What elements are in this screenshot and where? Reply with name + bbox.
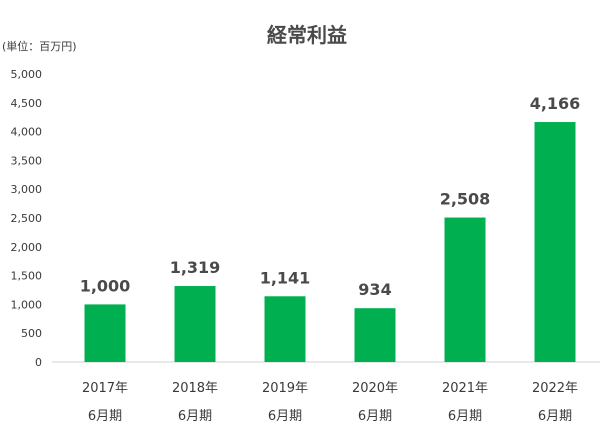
x-tick-label: 6月期 [538,409,572,424]
y-tick-label: 1,000 [11,298,43,311]
data-label: 4,166 [530,94,581,113]
bar [534,122,576,363]
x-tick-label: 6月期 [448,409,482,424]
data-label: 1,319 [170,258,221,277]
y-tick-label: 2,500 [11,212,43,225]
unit-label: (単位：百万円) [2,39,77,53]
x-tick-label: 2018年 [172,381,218,396]
y-tick-label: 0 [35,356,42,369]
y-tick-label: 5,000 [11,68,43,81]
x-tick-label: 2021年 [442,381,488,396]
y-tick-label: 500 [21,327,42,340]
x-axis: 2017年 6月期 2018年 6月期 2019年 6月期 2020年 6月期 2021年 6月期… [82,381,578,424]
bar [174,286,216,362]
bar [354,308,396,362]
bar [84,304,126,362]
bar [444,217,486,362]
x-tick-label: 2020年 [352,381,398,396]
bar [264,296,306,362]
data-label: 934 [358,280,391,299]
y-tick-label: 4,000 [11,126,43,139]
plot-area: 1,000 1,319 1,141 934 2,508 4,166 [52,94,600,363]
x-tick-label: 6月期 [178,409,212,424]
y-tick-label: 3,500 [11,154,43,167]
data-label: 1,000 [80,276,131,295]
x-tick-label: 2019年 [262,381,308,396]
data-label: 2,508 [440,190,491,209]
data-label: 1,141 [260,268,311,287]
x-tick-label: 6月期 [268,409,302,424]
x-tick-label: 6月期 [88,409,122,424]
y-tick-label: 2,000 [11,241,43,254]
y-tick-label: 3,000 [11,183,43,196]
chart-title: 経常利益 [267,23,347,47]
y-axis: 0 500 1,000 1,500 2,000 2,500 3,000 3,500 4,000 4… [11,68,43,369]
y-tick-label: 1,500 [11,270,43,283]
y-tick-label: 4,500 [11,97,43,110]
x-tick-label: 2022年 [532,381,578,396]
x-tick-label: 2017年 [82,381,128,396]
x-tick-label: 6月期 [358,409,392,424]
